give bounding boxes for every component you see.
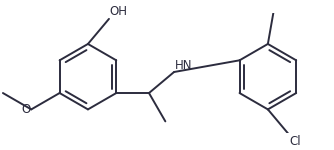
- Text: O: O: [21, 103, 31, 116]
- Text: Cl: Cl: [290, 135, 301, 148]
- Text: HN: HN: [174, 58, 192, 72]
- Text: OH: OH: [110, 5, 128, 18]
